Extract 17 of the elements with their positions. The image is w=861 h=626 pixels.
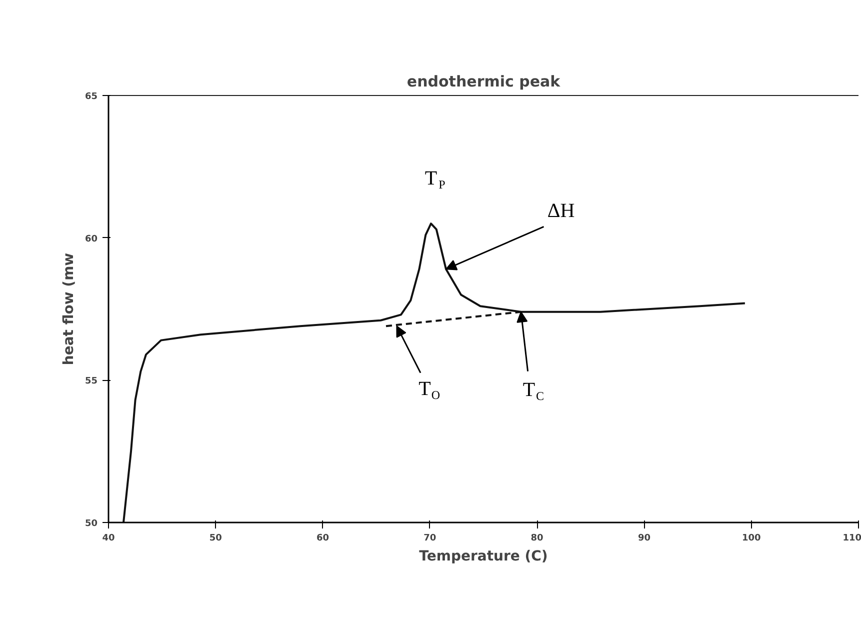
x-tick-label: 40 — [102, 534, 115, 544]
x-tick-label: 80 — [530, 534, 544, 544]
x-tick-label: 60 — [316, 534, 330, 544]
y-tick-label: 65 — [84, 92, 98, 102]
y-axis-title: heat flow (mw — [60, 252, 77, 366]
x-tick-label: 100 — [742, 534, 761, 544]
x-tick-label: 90 — [638, 534, 650, 544]
y-tick-label: 50 — [84, 519, 98, 529]
chart-title: endothermic peak — [406, 72, 562, 90]
annotation: ΔH — [547, 200, 575, 222]
x-tick-label: 110 — [842, 534, 861, 544]
x-tick-label: 50 — [209, 534, 222, 544]
line-series — [122, 222, 746, 522]
y-tick-label: 55 — [84, 376, 98, 387]
y-tick-label: 60 — [84, 234, 98, 244]
x-axis-title: Temperature (C) — [419, 548, 548, 564]
x-tick-label: 70 — [424, 534, 436, 544]
